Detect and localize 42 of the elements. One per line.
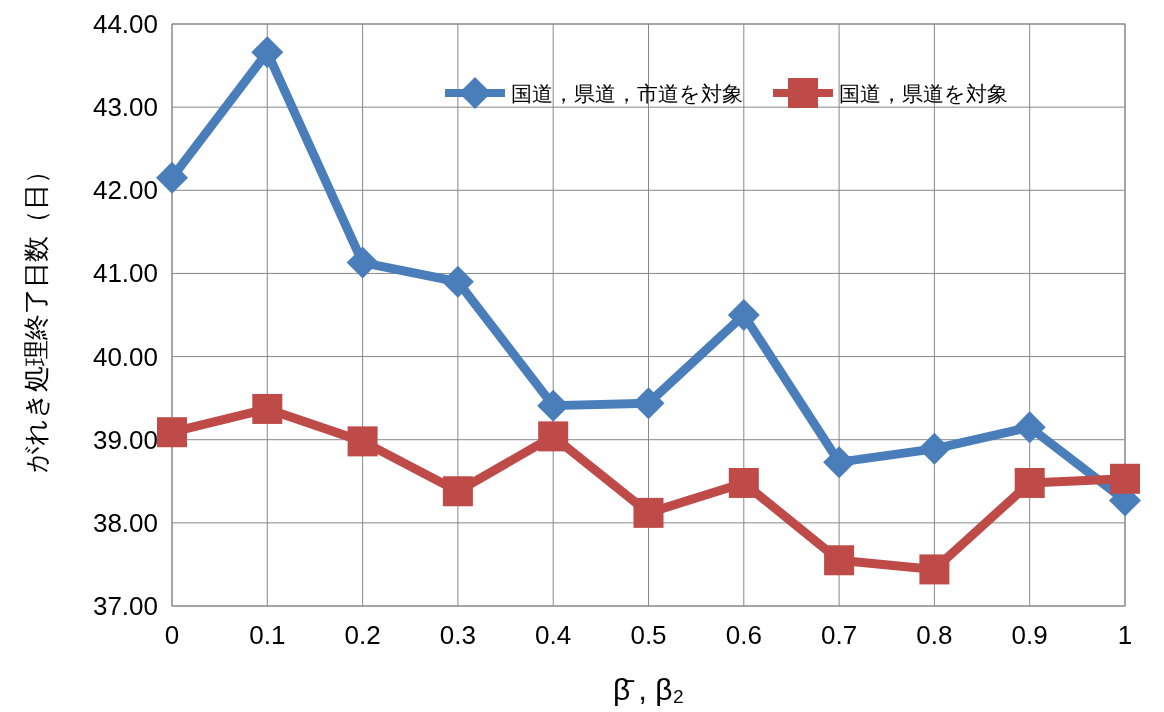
- point: [1110, 463, 1140, 494]
- point: [347, 426, 378, 457]
- y-tick-label: 42.00: [92, 175, 158, 206]
- point: [1014, 467, 1045, 498]
- point: [441, 265, 474, 298]
- point: [538, 421, 569, 452]
- point: [251, 36, 284, 69]
- y-tick-label: 40.00: [92, 341, 158, 372]
- point: [824, 545, 855, 576]
- x-tick-label: 0.1: [249, 620, 286, 650]
- point: [252, 393, 283, 424]
- x-axis-title: β̄ , β₂: [612, 673, 685, 706]
- x-tick-label: 0.8: [916, 620, 953, 650]
- x-tick-label: 0.5: [630, 620, 667, 650]
- point: [157, 417, 187, 448]
- y-tick-label: 38.00: [92, 507, 158, 538]
- x-tick-label: 0.7: [821, 620, 858, 650]
- point: [823, 446, 856, 479]
- point: [633, 497, 664, 528]
- y-tick-label: 37.00: [92, 591, 158, 621]
- x-tick-label: 0.3: [439, 620, 476, 650]
- x-tick-label: 0.4: [535, 620, 572, 650]
- y-tick-label: 43.00: [92, 92, 158, 123]
- point: [346, 246, 379, 279]
- y-tick-label: 41.00: [92, 258, 158, 289]
- point: [919, 554, 950, 585]
- y-axis-title: がれき処理終了日数（日）: [21, 157, 51, 473]
- x-tick-label: 1: [1117, 620, 1133, 650]
- legend-label: 国道，県道を対象: [839, 82, 1008, 105]
- point: [918, 432, 951, 465]
- x-tick-label: 0.9: [1011, 620, 1048, 650]
- point: [1013, 411, 1046, 444]
- point: [727, 299, 760, 331]
- point: [728, 467, 759, 498]
- legend-label: 国道，県道，市道を対象: [511, 82, 743, 105]
- point: [442, 476, 473, 507]
- x-tick-label: 0.6: [725, 620, 762, 650]
- point: [156, 161, 188, 194]
- y-tick-label: 39.00: [92, 424, 158, 455]
- x-tick-label: 0: [164, 620, 180, 650]
- y-tick-label: 44.00: [92, 9, 158, 39]
- x-tick-label: 0.2: [344, 620, 381, 650]
